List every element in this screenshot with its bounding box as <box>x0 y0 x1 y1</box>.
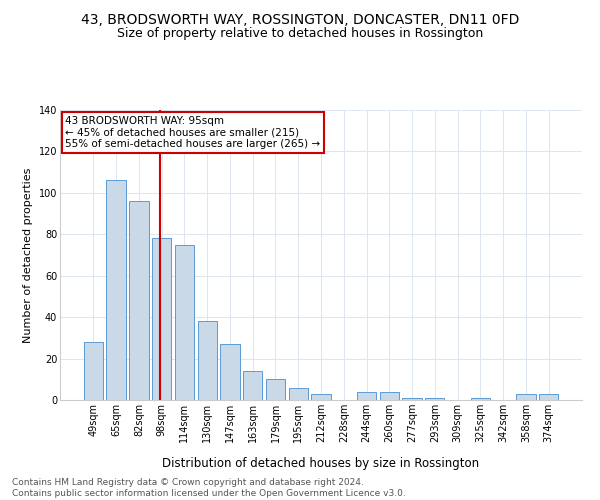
Text: Size of property relative to detached houses in Rossington: Size of property relative to detached ho… <box>117 28 483 40</box>
Bar <box>266 380 285 400</box>
Text: Contains HM Land Registry data © Crown copyright and database right 2024.
Contai: Contains HM Land Registry data © Crown c… <box>12 478 406 498</box>
Bar <box>380 392 399 400</box>
Bar <box>197 322 217 400</box>
Bar <box>357 392 376 400</box>
Bar <box>243 371 262 400</box>
Bar <box>470 398 490 400</box>
Bar <box>84 342 103 400</box>
Text: 43 BRODSWORTH WAY: 95sqm
← 45% of detached houses are smaller (215)
55% of semi-: 43 BRODSWORTH WAY: 95sqm ← 45% of detach… <box>65 116 320 149</box>
Bar <box>129 201 149 400</box>
Text: Distribution of detached houses by size in Rossington: Distribution of detached houses by size … <box>163 458 479 470</box>
Bar <box>425 398 445 400</box>
Bar <box>175 244 194 400</box>
Bar <box>403 398 422 400</box>
Bar <box>516 394 536 400</box>
Bar <box>539 394 558 400</box>
Text: 43, BRODSWORTH WAY, ROSSINGTON, DONCASTER, DN11 0FD: 43, BRODSWORTH WAY, ROSSINGTON, DONCASTE… <box>81 12 519 26</box>
Bar <box>106 180 126 400</box>
Y-axis label: Number of detached properties: Number of detached properties <box>23 168 33 342</box>
Bar <box>152 238 172 400</box>
Bar <box>289 388 308 400</box>
Bar <box>311 394 331 400</box>
Bar <box>220 344 239 400</box>
